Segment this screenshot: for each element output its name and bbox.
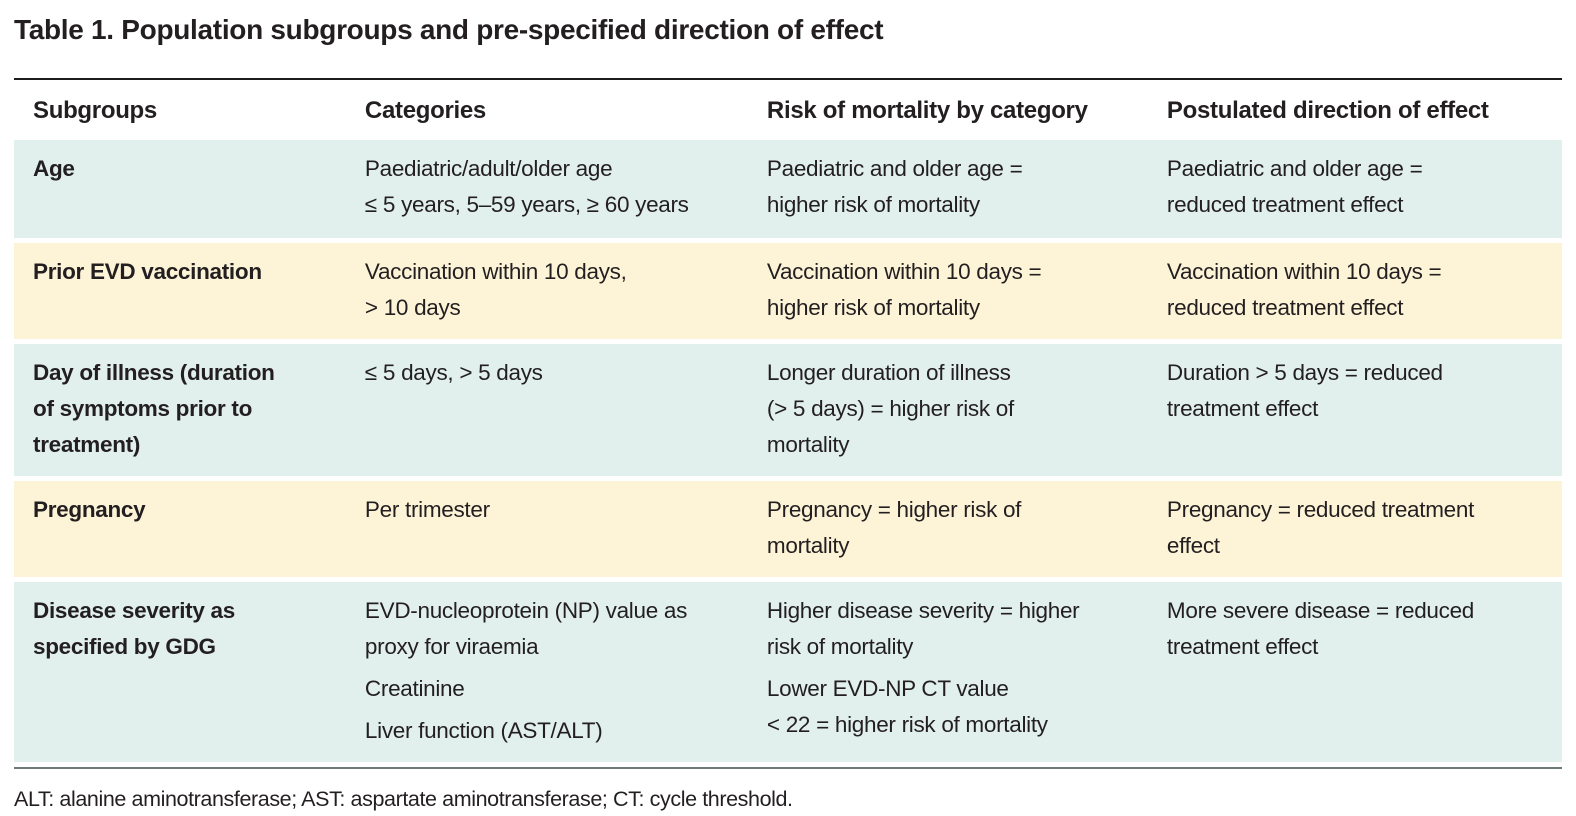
cell-paragraph: Per trimester xyxy=(364,497,490,522)
column-header-categories: Categories xyxy=(364,97,486,124)
cell-direction: Duration > 5 days = reduced treatment ef… xyxy=(1167,355,1562,463)
table-row-disease-severity: Disease severity as specified by GDG EVD… xyxy=(14,582,1562,762)
cell-paragraph: Duration > 5 days = reduced treatment ef… xyxy=(1166,360,1443,421)
column-header-subgroups: Subgroups xyxy=(33,97,157,124)
cell-paragraph: More severe disease = reduced treatment … xyxy=(1166,598,1475,659)
cell-paragraph: ≤ 5 days, > 5 days xyxy=(364,360,543,385)
cell-paragraph: Liver function (AST/ALT) xyxy=(364,718,603,743)
cell-paragraph: Pregnancy = reduced treatment effect xyxy=(1166,497,1475,558)
cell-paragraph: Vaccination within 10 days = higher risk… xyxy=(766,259,1042,320)
cell-direction: Pregnancy = reduced treatment effect xyxy=(1167,492,1562,564)
cell-direction: Vaccination within 10 days = reduced tre… xyxy=(1167,254,1562,326)
table-row-pregnancy: Pregnancy Per trimester Pregnancy = high… xyxy=(14,481,1562,577)
column-header-risk: Risk of mortality by category xyxy=(766,97,1088,124)
table-row-day-of-illness: Day of illness (duration of symptoms pri… xyxy=(14,344,1562,476)
cell-paragraph: Creatinine xyxy=(364,676,465,701)
cell-risk: Longer duration of illness (> 5 days) = … xyxy=(767,355,1167,463)
cell-paragraph: Pregnancy = higher risk of mortality xyxy=(766,497,1022,558)
column-header-direction: Postulated direction of effect xyxy=(1166,97,1489,124)
table-footnote: ALT: alanine aminotransferase; AST: aspa… xyxy=(14,787,793,811)
top-rule-divider xyxy=(14,78,1562,80)
cell-paragraph: Longer duration of illness (> 5 days) = … xyxy=(766,360,1014,457)
cell-paragraph: Paediatric and older age = higher risk o… xyxy=(766,156,1023,217)
table-row-age: Age Paediatric/adult/older age ≤ 5 years… xyxy=(14,140,1562,238)
table-header-row: Subgroups Categories Risk of mortality b… xyxy=(14,80,1562,140)
cell-paragraph: Paediatric and older age = reduced treat… xyxy=(1166,156,1423,217)
cell-categories: Paediatric/adult/older age ≤ 5 years, 5–… xyxy=(365,151,767,225)
cell-subgroup: Disease severity as specified by GDG xyxy=(33,598,235,659)
cell-paragraph: Higher disease severity = higher risk of… xyxy=(766,598,1080,659)
table-body: Age Paediatric/adult/older age ≤ 5 years… xyxy=(14,140,1562,762)
cell-categories: ≤ 5 days, > 5 days xyxy=(365,355,767,463)
cell-direction: More severe disease = reduced treatment … xyxy=(1167,593,1562,749)
cell-paragraph: Lower EVD-NP CT value < 22 = higher risk… xyxy=(766,676,1048,737)
cell-categories: Per trimester xyxy=(365,492,767,564)
table-title: Table 1. Population subgroups and pre-sp… xyxy=(14,14,884,45)
cell-paragraph: Vaccination within 10 days, > 10 days xyxy=(364,259,627,320)
cell-subgroup: Pregnancy xyxy=(33,497,146,522)
cell-risk: Pregnancy = higher risk of mortality xyxy=(767,492,1167,564)
cell-risk: Higher disease severity = higher risk of… xyxy=(767,593,1167,749)
cell-risk: Paediatric and older age = higher risk o… xyxy=(767,151,1167,225)
cell-paragraph: Paediatric/adult/older age ≤ 5 years, 5–… xyxy=(364,156,689,217)
cell-subgroup: Prior EVD vaccination xyxy=(33,259,262,284)
table-row-prior-evd-vaccination: Prior EVD vaccination Vaccination within… xyxy=(14,243,1562,339)
cell-categories: Vaccination within 10 days, > 10 days xyxy=(365,254,767,326)
cell-paragraph: EVD-nucleoprotein (NP) value as proxy fo… xyxy=(364,598,688,659)
cell-risk: Vaccination within 10 days = higher risk… xyxy=(767,254,1167,326)
cell-paragraph: Vaccination within 10 days = reduced tre… xyxy=(1166,259,1442,320)
cell-direction: Paediatric and older age = reduced treat… xyxy=(1167,151,1562,225)
cell-categories: EVD-nucleoprotein (NP) value as proxy fo… xyxy=(365,593,767,749)
cell-subgroup: Day of illness (duration of symptoms pri… xyxy=(33,360,275,457)
cell-subgroup: Age xyxy=(33,156,75,181)
bottom-rule-divider xyxy=(14,767,1562,769)
